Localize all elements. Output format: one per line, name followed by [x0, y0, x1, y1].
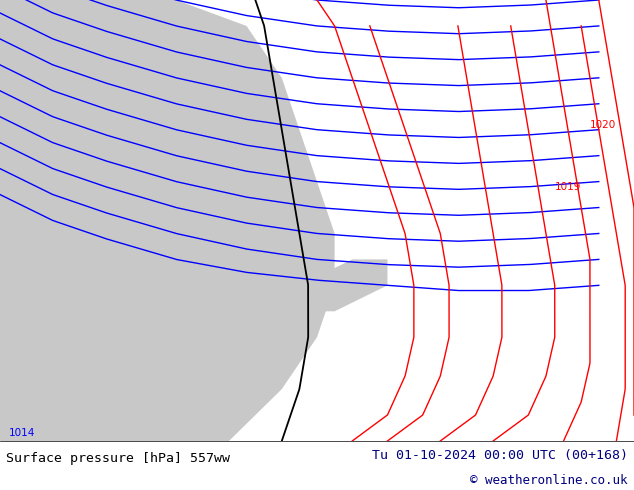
Text: 1020: 1020 [590, 120, 616, 129]
Text: Tu 01-10-2024 00:00 UTC (00+168): Tu 01-10-2024 00:00 UTC (00+168) [372, 449, 628, 462]
Text: © weatheronline.co.uk: © weatheronline.co.uk [470, 474, 628, 487]
Text: 1019: 1019 [555, 182, 581, 192]
Text: 1014: 1014 [9, 428, 35, 438]
Polygon shape [0, 0, 335, 441]
Text: Surface pressure [hPa] 557ww: Surface pressure [hPa] 557ww [6, 452, 230, 465]
Polygon shape [281, 259, 387, 311]
